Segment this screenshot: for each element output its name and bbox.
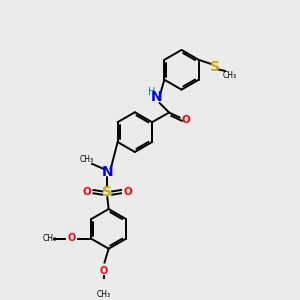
Text: CH₃: CH₃: [80, 155, 94, 164]
Text: S: S: [102, 185, 112, 199]
Text: O: O: [181, 115, 190, 125]
Text: O: O: [67, 233, 76, 243]
Text: CH₃: CH₃: [223, 71, 237, 80]
Text: CH₃: CH₃: [97, 290, 111, 299]
Text: O: O: [123, 187, 132, 197]
Text: CH₃: CH₃: [43, 234, 57, 243]
Text: S: S: [210, 60, 220, 74]
Text: H: H: [148, 87, 155, 98]
Text: N: N: [101, 165, 113, 179]
Text: O: O: [100, 266, 108, 276]
Text: N: N: [151, 90, 163, 104]
Text: O: O: [82, 187, 91, 197]
